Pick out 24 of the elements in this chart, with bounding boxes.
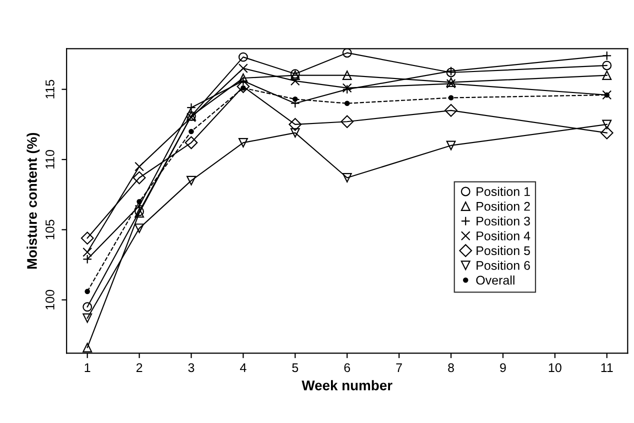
y-axis-title: Moisture content (%)	[26, 132, 40, 269]
y-tick-label: 105	[46, 220, 54, 240]
legend-label: Position 2	[476, 202, 530, 211]
legend-label: Position 5	[476, 246, 530, 256]
legend-label: Position 3	[476, 216, 530, 226]
legend-label: Overall	[476, 275, 514, 285]
x-tick-label: 3	[188, 363, 194, 372]
legend-label: Position 1	[476, 186, 530, 196]
y-tick-label: 110	[46, 150, 54, 169]
x-tick-label: 5	[292, 363, 298, 372]
x-tick-label: 11	[601, 363, 613, 372]
x-tick-label: 9	[500, 363, 506, 372]
x-tick-label: 6	[344, 363, 350, 372]
y-tick-label: 100	[46, 290, 54, 310]
x-axis-title: Week number	[302, 380, 392, 390]
legend-label: Position 6	[476, 260, 530, 270]
x-tick-label: 4	[240, 363, 246, 372]
x-tick-label: 7	[396, 363, 402, 372]
x-tick-label: 1	[84, 363, 90, 372]
y-tick-label: 115	[46, 80, 54, 98]
x-tick-label: 2	[136, 363, 142, 372]
legend-label: Position 4	[476, 231, 530, 240]
x-tick-label: 8	[448, 363, 454, 372]
x-tick-label: 10	[548, 363, 562, 372]
